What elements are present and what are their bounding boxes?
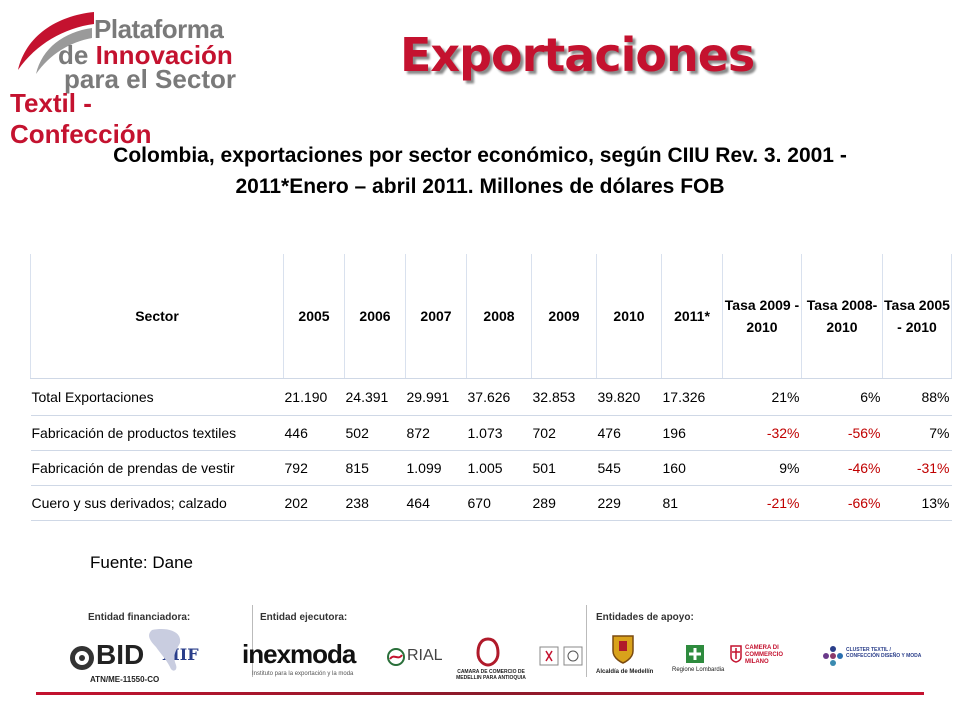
cell-value: 289 [531, 485, 597, 521]
cell-value: 17.326 [661, 378, 723, 416]
cell-rate: 13% [882, 485, 952, 521]
bid-logo: BID [96, 639, 145, 670]
header-2008: 2008 [466, 254, 532, 379]
header-2005: 2005 [283, 254, 345, 379]
cell-rate: -66% [801, 485, 883, 521]
divider [586, 605, 587, 677]
financiadora-label: Entidad financiadora: [88, 612, 191, 623]
milano-emblems-icon [539, 646, 583, 666]
rial-globe-icon [387, 648, 405, 666]
header-2006: 2006 [344, 254, 406, 379]
cell-value: 202 [283, 485, 345, 521]
cell-value: 160 [661, 450, 723, 486]
cell-value: 545 [596, 450, 662, 486]
logo-swoosh-icon [18, 12, 94, 74]
cell-rate: -21% [722, 485, 802, 521]
camara-emblem-icon [476, 637, 500, 667]
milano-camera-logo: CAMERA DI COMMERCIO MILANO [745, 645, 783, 665]
bid-code: ATN/ME-11550-CO [90, 675, 160, 684]
cell-rate: 21% [722, 378, 802, 416]
cell-value: 229 [596, 485, 662, 521]
lombardia-rose-icon [686, 645, 704, 663]
logo-line-4: Textil - Confección [10, 88, 152, 149]
camara-logo: CAMARA DE COMERCIO DE MEDELLIN PARA ANTI… [456, 669, 526, 681]
alcaldia-shield-icon [612, 635, 634, 664]
table-row: Fabricación de prendas de vestir 792 815… [30, 450, 952, 486]
cell-value: 446 [283, 415, 345, 451]
cell-value: 670 [466, 485, 532, 521]
cell-value: 1.073 [466, 415, 532, 451]
table-row: Cuero y sus derivados; calzado 202 238 4… [30, 485, 952, 521]
americas-map-icon [149, 629, 181, 671]
header-2010: 2010 [596, 254, 662, 379]
header-2011: 2011* [661, 254, 723, 379]
header-2009: 2009 [531, 254, 597, 379]
divider [252, 605, 253, 677]
cell-value: 29.991 [405, 378, 467, 416]
page-title: Exportaciones [400, 28, 755, 82]
header-2007: 2007 [405, 254, 467, 379]
exports-table: Sector 2005 2006 2007 2008 2009 2010 201… [30, 254, 952, 521]
table-caption: Colombia, exportaciones por sector econó… [113, 144, 847, 198]
rial-logo: RIAL [407, 647, 443, 664]
cell-value: 815 [344, 450, 406, 486]
source-note: Fuente: Dane [90, 553, 194, 572]
cell-value: 32.853 [531, 378, 597, 416]
cell-sector: Total Exportaciones [30, 378, 284, 416]
alcaldia-logo: Alcaldía de Medellín [596, 669, 654, 675]
header-tasa-2009-2010: Tasa 2009 - 2010 [722, 254, 802, 379]
cell-value: 792 [283, 450, 345, 486]
cell-value: 464 [405, 485, 467, 521]
cell-value: 1.099 [405, 450, 467, 486]
bid-emblem-icon [70, 646, 94, 670]
header-tasa-2005-2010: Tasa 2005 - 2010 [882, 254, 952, 379]
apoyo-label: Entidades de apoyo: [596, 612, 694, 623]
cell-sector: Cuero y sus derivados; calzado [30, 485, 284, 521]
cluster-dots-icon [823, 646, 843, 666]
cell-value: 37.626 [466, 378, 532, 416]
header-sector: Sector [30, 254, 284, 379]
cell-value: 21.190 [283, 378, 345, 416]
cell-value: 196 [661, 415, 723, 451]
header-tasa-2008-2010: Tasa 2008- 2010 [801, 254, 883, 379]
cell-value: 502 [344, 415, 406, 451]
cell-value: 24.391 [344, 378, 406, 416]
logo-line-2: de Innovación [58, 40, 233, 70]
cell-value: 872 [405, 415, 467, 451]
cell-value: 39.820 [596, 378, 662, 416]
table-header-row: Sector 2005 2006 2007 2008 2009 2010 201… [30, 254, 952, 379]
cell-rate: -32% [722, 415, 802, 451]
cell-rate: 6% [801, 378, 883, 416]
bottom-rule [36, 692, 924, 695]
cell-value: 501 [531, 450, 597, 486]
cluster-logo: CLUSTER TEXTIL / CONFECCIÓN DISEÑO Y MOD… [846, 647, 922, 659]
table-row: Fabricación de productos textiles 446 50… [30, 415, 952, 451]
cell-rate: 9% [722, 450, 802, 486]
cell-value: 1.005 [466, 450, 532, 486]
lombardia-logo: Regione Lombardia [672, 667, 725, 673]
cell-rate: 7% [882, 415, 952, 451]
cell-rate: -31% [882, 450, 952, 486]
inexmoda-tagline: Instituto para la exportación y la moda [252, 671, 354, 677]
sponsors-footer: Entidad financiadora: Entidad ejecutora:… [30, 605, 930, 705]
cell-rate: -56% [801, 415, 883, 451]
cell-rate: 88% [882, 378, 952, 416]
milano-crest-icon [730, 645, 742, 663]
cell-sector: Fabricación de productos textiles [30, 415, 284, 451]
cell-sector: Fabricación de prendas de vestir [30, 450, 284, 486]
ejecutora-label: Entidad ejecutora: [260, 612, 348, 623]
cell-value: 476 [596, 415, 662, 451]
cell-value: 81 [661, 485, 723, 521]
table-row: Total Exportaciones 21.190 24.391 29.991… [30, 378, 952, 416]
cell-value: 702 [531, 415, 597, 451]
logo-line-1: Plataforma [94, 14, 224, 44]
inexmoda-logo: inexmoda [242, 639, 356, 669]
cell-value: 238 [344, 485, 406, 521]
cell-rate: -46% [801, 450, 883, 486]
platform-logo: Plataforma de Innovación para el Sector … [6, 8, 236, 149]
logo-line-3: para el Sector [64, 64, 236, 94]
